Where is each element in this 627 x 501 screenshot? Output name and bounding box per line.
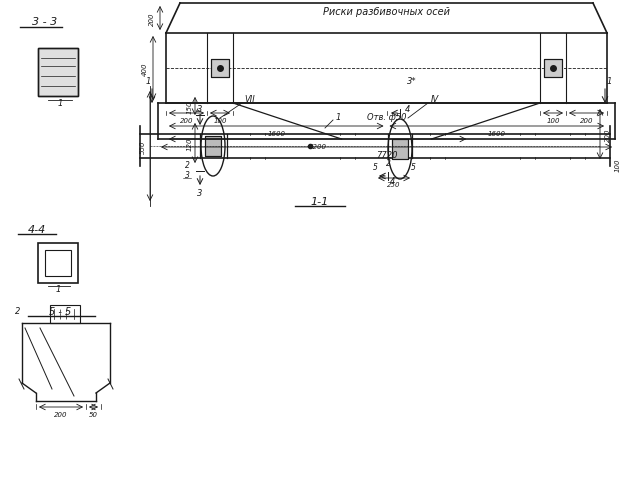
Text: 2: 2 [15, 307, 21, 316]
Text: 150: 150 [187, 100, 193, 114]
Text: 2: 2 [386, 159, 391, 168]
Text: 3: 3 [198, 104, 203, 113]
Text: 200: 200 [180, 118, 193, 124]
Bar [38, 243, 78, 284]
Text: 200: 200 [580, 118, 593, 124]
Bar [392, 140, 408, 160]
Text: 550: 550 [140, 140, 146, 153]
Text: 100: 100 [615, 158, 621, 171]
Bar [205, 137, 221, 157]
Text: 5: 5 [411, 162, 416, 171]
Text: 1: 1 [57, 99, 63, 108]
Text: 1: 1 [145, 77, 150, 86]
Text: 50: 50 [88, 411, 98, 417]
Text: 3: 3 [184, 170, 189, 179]
Text: Риски разбивочных осей: Риски разбивочных осей [323, 7, 450, 17]
Text: VII: VII [245, 94, 255, 103]
Text: 3*: 3* [407, 76, 416, 85]
Bar [38, 49, 78, 97]
Text: 200: 200 [605, 128, 611, 141]
Bar [392, 140, 408, 160]
Text: 250: 250 [387, 182, 401, 188]
Bar [544, 60, 562, 78]
Text: 4: 4 [405, 104, 411, 113]
Text: 200: 200 [149, 12, 155, 26]
Text: 4-4: 4-4 [28, 224, 46, 234]
Text: 2: 2 [184, 160, 189, 169]
Bar [205, 137, 221, 157]
Bar [38, 49, 78, 97]
Text: 1600: 1600 [267, 131, 285, 137]
Text: 5 - 5: 5 - 5 [49, 307, 71, 316]
Text: 1: 1 [335, 112, 340, 121]
Text: 200: 200 [55, 411, 68, 417]
Text: 1-1: 1-1 [311, 196, 329, 206]
Text: 400: 400 [142, 62, 148, 76]
Text: 2200: 2200 [308, 144, 327, 150]
Text: 1: 1 [55, 285, 61, 294]
Text: Отв. ф50: Отв. ф50 [367, 113, 406, 122]
Text: 4: 4 [391, 177, 396, 186]
Text: 5: 5 [372, 162, 377, 171]
Text: 3 - 3: 3 - 3 [32, 17, 57, 27]
Bar [45, 250, 71, 277]
Bar [544, 60, 562, 78]
Text: 100: 100 [546, 118, 560, 124]
Text: 1: 1 [606, 77, 612, 86]
Text: 100: 100 [213, 118, 227, 124]
Text: 3: 3 [198, 189, 203, 198]
Bar [211, 60, 229, 78]
Text: 1600: 1600 [488, 131, 506, 137]
Bar [211, 60, 229, 78]
Text: IV: IV [431, 94, 439, 103]
Text: 120: 120 [187, 137, 193, 150]
Bar [50, 306, 80, 323]
Text: 7720: 7720 [376, 150, 398, 159]
